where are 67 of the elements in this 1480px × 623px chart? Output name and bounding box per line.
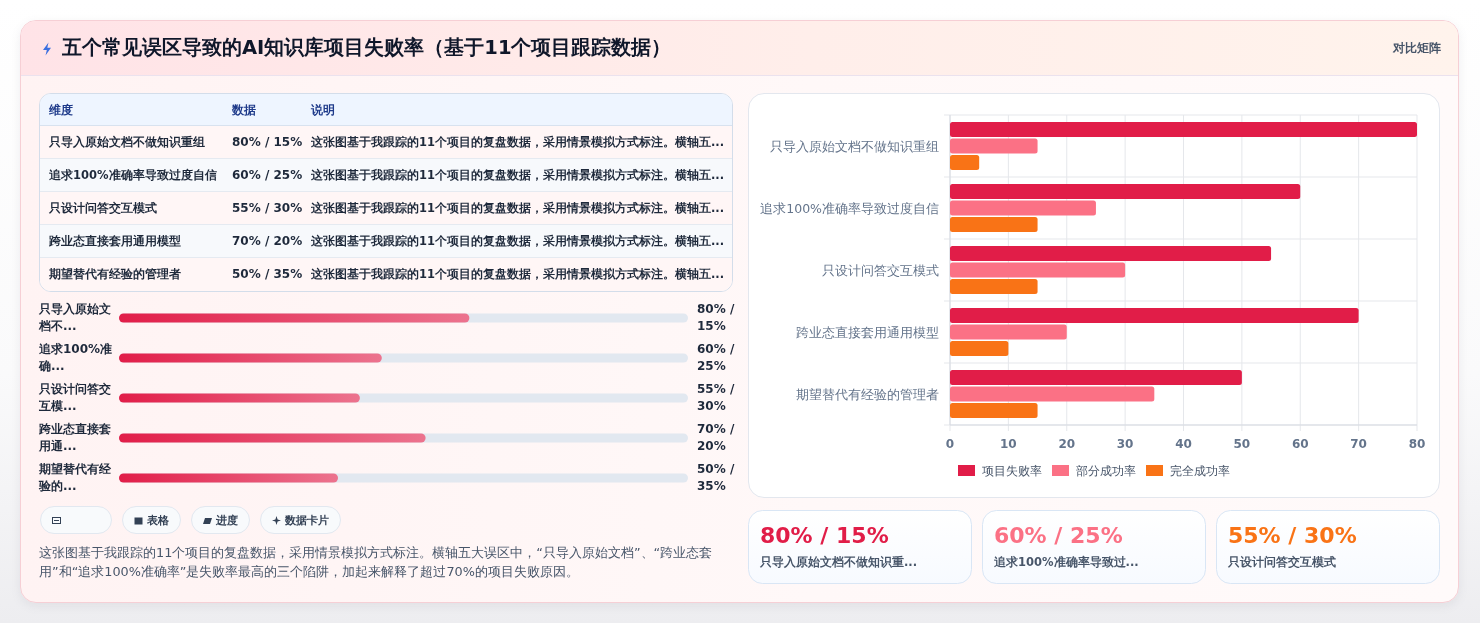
bar: [950, 324, 1067, 340]
text: 80% / 15%: [232, 135, 303, 149]
button: 表格: [122, 506, 181, 534]
legend-label: 部分成功率: [1076, 464, 1136, 478]
bar: [950, 262, 1126, 278]
bar: [950, 155, 980, 170]
x-tick-label: 60: [1291, 437, 1309, 451]
bar: [950, 386, 1155, 402]
text: 这张图基于我跟踪的11个项目的复盘数据，采用情景模拟方式标注。横轴五...: [311, 167, 725, 184]
data-label: 80% / 15%: [697, 301, 736, 335]
text: 70% / 20%: [232, 234, 303, 248]
text: 55% / 30%: [1228, 523, 1357, 548]
y-tick-label: 追求100%准确...: [39, 341, 114, 375]
x-tick-label: 80: [1408, 437, 1426, 451]
x-tick-label: 30: [1116, 437, 1134, 451]
y-tick-label: 只设计问答交互模式: [822, 263, 939, 278]
text: 这张图基于我跟踪的11个项目的复盘数据，采用情景模拟方式标注。横轴五大误区中，“只导入原始文档”、“跨业态套用”和“追求100%准确率”是失败率最高的三个陷阱，加起来解释了超过70%的项目失败原因。: [39, 544, 714, 581]
y-tick-label: 只导入原始文档不...: [39, 301, 112, 335]
bar: [950, 217, 1038, 232]
bar: [950, 138, 1038, 154]
bar: [950, 341, 1009, 356]
text: 80% / 15%: [760, 523, 889, 548]
text: 这张图基于我跟踪的11个项目的复盘数据，采用情景模拟方式标注。横轴五...: [311, 134, 725, 151]
x-tick-label: 50: [1233, 437, 1251, 451]
y-tick-label: 跨业态直接套用通...: [39, 421, 112, 455]
button: 进度: [191, 506, 250, 534]
data-label: 55% / 30%: [697, 381, 736, 415]
bar: [950, 122, 1417, 137]
x-tick-label: 70: [1350, 437, 1367, 451]
bar: [950, 403, 1038, 418]
y-tick-label: 只设计问答交互模...: [39, 381, 112, 415]
y-tick-label: 只导入原始文档不做知识重组: [770, 139, 939, 154]
x-tick-label: 10: [1000, 437, 1017, 451]
text: 60% / 25%: [232, 168, 303, 182]
y-tick-label: 期望替代有经验的管理者: [796, 387, 939, 402]
text: 维度: [49, 102, 73, 118]
text: 55% / 30%: [232, 201, 303, 215]
x-tick-label: 20: [1058, 437, 1076, 451]
text: 50% / 35%: [232, 267, 303, 281]
y-tick-label: 跨业态直接套用通用模型: [796, 325, 939, 340]
button: 数据卡片: [260, 506, 341, 534]
category-label: 只设计问答交互模式: [1228, 554, 1336, 570]
data-label: 70% / 20%: [697, 421, 736, 455]
y-tick-label: 期望替代有经验的...: [39, 461, 112, 495]
text: 对比矩阵: [1393, 40, 1441, 56]
text: 这张图基于我跟踪的11个项目的复盘数据，采用情景模拟方式标注。横轴五...: [311, 233, 725, 250]
text: 五个常见误区导致的AI知识库项目失败率（基于11个项目跟踪数据）: [62, 36, 672, 60]
category-label: 只导入原始文档不做知识重...: [760, 554, 918, 570]
bar: [950, 279, 1038, 294]
data-label: 60% / 25%: [697, 341, 736, 375]
text: 说明: [311, 102, 335, 118]
legend-label: 项目失败率: [982, 464, 1042, 478]
category-label: 追求100%准确率导致过...: [994, 554, 1139, 570]
bar: [950, 184, 1301, 199]
x-tick-label: 0: [945, 437, 955, 451]
text: 这张图基于我跟踪的11个项目的复盘数据，采用情景模拟方式标注。横轴五...: [311, 266, 725, 283]
x-tick-label: 40: [1175, 437, 1192, 451]
data-label: 50% / 35%: [697, 461, 736, 495]
bar: [950, 308, 1359, 323]
text: 数据: [232, 102, 256, 118]
text: 60% / 25%: [994, 523, 1123, 548]
bar: [950, 200, 1096, 216]
text: 这张图基于我跟踪的11个项目的复盘数据，采用情景模拟方式标注。横轴五...: [311, 200, 725, 217]
legend-label: 完全成功率: [1170, 464, 1230, 478]
y-tick-label: 追求100%准确率导致过度自信: [760, 201, 939, 216]
bar: [950, 246, 1272, 261]
bar: [950, 370, 1242, 385]
